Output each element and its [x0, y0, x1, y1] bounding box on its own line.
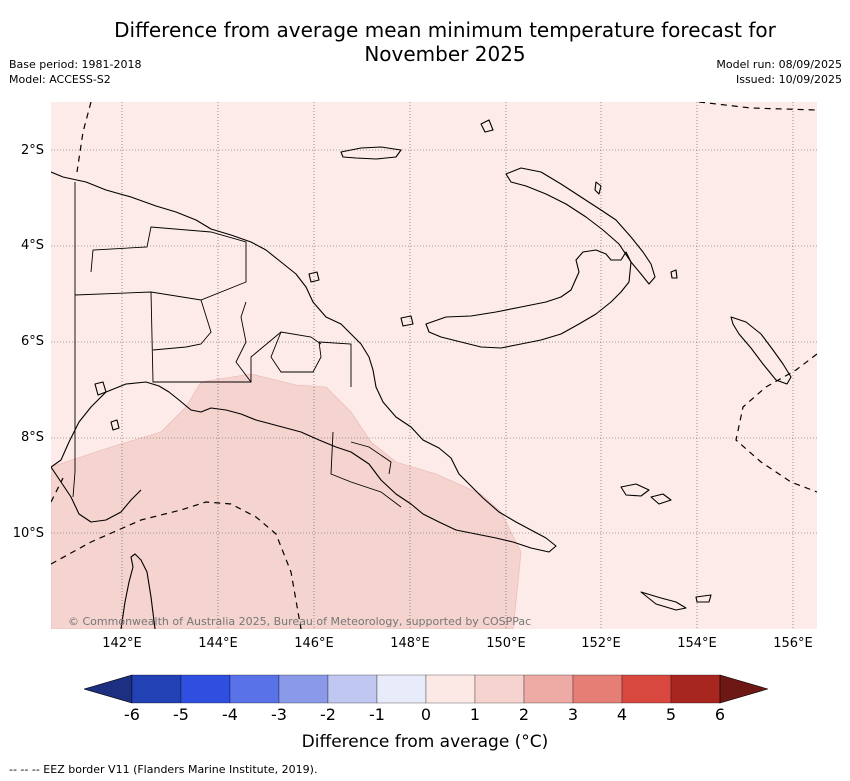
issued-date: Issued: 10/09/2025 [735, 73, 842, 86]
lat-label-2s: 2°S [20, 143, 44, 158]
eez-borders [51, 102, 817, 629]
colorbar-tick-label: -1 [369, 705, 385, 724]
eez-border-east [735, 353, 817, 493]
karkar-island [308, 271, 320, 283]
eez-border-north-west [76, 102, 92, 173]
colorbar-extend-high [719, 674, 768, 704]
province-border-1 [74, 226, 247, 301]
colorbar-cell [523, 674, 574, 704]
colorbar-tick-label: 1 [469, 705, 481, 724]
colorbar [84, 674, 768, 704]
colorbar-cell [376, 674, 427, 704]
louisiade-islands [640, 591, 712, 611]
colorbar-cell [327, 674, 378, 704]
lon-label-148e: 148°E [390, 636, 430, 651]
colorbar-tick-label: 5 [665, 705, 677, 724]
header-left: Base period: 1981-2018 Model: ACCESS-S2 [9, 57, 141, 87]
title-line-1: Difference from average mean minimum tem… [114, 18, 776, 42]
eez-border-south-west [51, 477, 64, 503]
colorbar-cell [621, 674, 672, 704]
colorbar-label: Difference from average (°C) [301, 732, 549, 752]
province-border-6 [318, 341, 352, 387]
forecast-map: © Commonwealth of Australia 2025, Bureau… [51, 102, 817, 629]
coastlines [51, 119, 792, 629]
province-border-5 [270, 331, 322, 373]
colorbar-cell [425, 674, 476, 704]
model-name: Model: ACCESS-S2 [9, 73, 111, 86]
new-ireland [505, 167, 656, 285]
png-indonesia-border [72, 182, 76, 498]
new-britain [425, 249, 632, 349]
colorbar-cell [229, 674, 280, 704]
colorbar-tick-label: -3 [271, 705, 287, 724]
colorbar-tick-label: 6 [714, 705, 726, 724]
header-right: Model run: 08/09/2025 Issued: 10/09/2025 [716, 57, 842, 87]
south-coast-west [51, 466, 142, 523]
umboi-island [400, 315, 414, 327]
province-border-3 [152, 299, 212, 351]
title-line-2: November 2025 [364, 42, 526, 66]
model-run: Model run: 08/09/2025 [716, 58, 842, 71]
bougainville [730, 316, 792, 385]
colorbar-cell [474, 674, 525, 704]
colorbar-tick-label: -2 [320, 705, 336, 724]
colorbar-tick-label: 4 [616, 705, 628, 724]
province-border-4 [235, 301, 252, 383]
copyright-watermark: © Commonwealth of Australia 2025, Bureau… [68, 615, 531, 628]
manus-island [340, 146, 402, 160]
colorbar-cell [131, 674, 182, 704]
lat-label-10s: 10°S [12, 526, 44, 541]
irian-islands [94, 381, 120, 431]
islands-north [480, 119, 678, 279]
lon-label-146e: 146°E [294, 636, 334, 651]
eez-border-south [51, 501, 302, 629]
cape-york [120, 553, 156, 629]
new-guinea-coast [51, 171, 557, 553]
colorbar-tick-label: 3 [567, 705, 579, 724]
borders [72, 182, 402, 508]
graticule [51, 102, 817, 629]
lon-label-144e: 144°E [198, 636, 238, 651]
base-period: Base period: 1981-2018 [9, 58, 142, 71]
lat-label-6s: 6°S [20, 334, 44, 349]
colorbar-cell [572, 674, 623, 704]
colorbar-tick-label: 0 [420, 705, 432, 724]
colorbar-tick-label: -6 [124, 705, 140, 724]
lat-label-8s: 8°S [20, 430, 44, 445]
colorbar-cell [670, 674, 721, 704]
colorbar-cell [278, 674, 329, 704]
lon-label-142e: 142°E [102, 636, 142, 651]
footer-note: -- -- -- EEZ border V11 (Flanders Marine… [9, 763, 318, 776]
colorbar-cell [180, 674, 231, 704]
lon-label-152e: 152°E [581, 636, 621, 651]
province-border-8 [350, 441, 392, 475]
lon-label-156e: 156°E [773, 636, 813, 651]
province-border-7 [330, 431, 402, 508]
map-title: Difference from average mean minimum tem… [60, 18, 830, 66]
colorbar-tick-label: -5 [173, 705, 189, 724]
dentrecasteaux-islands [620, 483, 672, 505]
lon-label-150e: 150°E [486, 636, 526, 651]
lat-label-4s: 4°S [20, 238, 44, 253]
colorbar-extend-low [84, 674, 133, 704]
province-border-2 [150, 291, 322, 383]
colorbar-tick-label: -4 [222, 705, 238, 724]
colorbar-tick-label: 2 [518, 705, 530, 724]
lon-label-154e: 154°E [677, 636, 717, 651]
